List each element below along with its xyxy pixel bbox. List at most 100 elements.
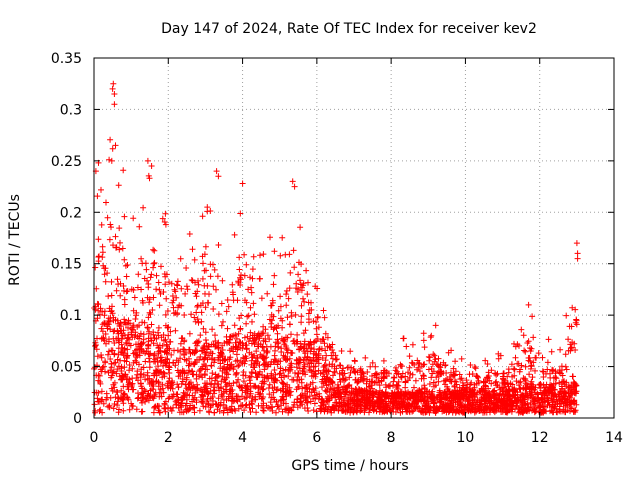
data-point <box>161 219 168 225</box>
data-point <box>155 407 162 414</box>
data-point <box>104 323 111 330</box>
data-point <box>573 240 580 247</box>
data-point <box>369 359 376 366</box>
data-point <box>121 301 128 308</box>
data-point <box>156 347 163 354</box>
data-point <box>534 397 541 404</box>
data-point <box>111 101 118 108</box>
data-point <box>436 396 443 403</box>
data-point <box>177 255 184 262</box>
data-point <box>347 409 354 416</box>
x-tick-label: 14 <box>605 430 623 446</box>
data-point <box>498 409 505 415</box>
data-point <box>509 373 516 380</box>
data-point <box>249 275 256 282</box>
data-point <box>209 326 216 333</box>
data-point <box>256 393 263 400</box>
data-point <box>438 368 445 375</box>
data-point <box>298 391 305 398</box>
data-point <box>275 307 282 314</box>
data-point <box>282 251 289 258</box>
data-point <box>339 367 346 374</box>
data-point <box>163 349 170 356</box>
data-point <box>106 156 113 163</box>
data-point <box>302 327 309 334</box>
data-point <box>402 384 409 391</box>
data-point <box>246 401 253 408</box>
data-point <box>383 384 390 391</box>
data-point <box>218 378 225 385</box>
data-point <box>128 286 135 293</box>
data-point <box>103 199 109 206</box>
data-point <box>571 389 578 396</box>
data-point <box>305 408 312 414</box>
data-point <box>270 326 277 333</box>
data-point <box>121 364 128 371</box>
data-point <box>269 385 276 392</box>
data-point <box>177 340 184 347</box>
data-point <box>209 370 216 377</box>
data-point <box>244 333 251 340</box>
data-point <box>215 339 222 346</box>
data-point <box>317 405 324 412</box>
data-point <box>484 374 491 381</box>
data-point <box>92 409 99 416</box>
data-point <box>186 330 193 337</box>
data-point <box>271 396 278 403</box>
data-point <box>287 321 293 328</box>
data-point <box>146 296 153 303</box>
data-point <box>285 405 291 412</box>
data-point <box>144 324 151 331</box>
data-point <box>532 354 539 361</box>
data-point <box>294 331 301 338</box>
data-point <box>260 386 267 392</box>
data-point <box>163 271 170 278</box>
data-point <box>186 231 193 237</box>
data-point <box>231 322 238 329</box>
data-point <box>139 399 145 406</box>
data-point <box>172 327 179 334</box>
data-point <box>537 403 544 410</box>
data-point <box>369 391 376 398</box>
data-point <box>381 404 387 410</box>
data-point <box>224 409 231 416</box>
data-point <box>140 371 147 378</box>
y-tick-label: 0.35 <box>51 51 82 67</box>
data-point <box>363 387 370 394</box>
data-point <box>338 348 345 354</box>
data-point <box>193 342 200 349</box>
data-point <box>202 329 209 336</box>
data-point <box>201 282 208 289</box>
data-point <box>436 387 443 394</box>
data-point <box>149 307 156 313</box>
data-point <box>426 389 433 395</box>
data-point <box>155 279 162 286</box>
data-point <box>298 302 305 309</box>
data-point <box>297 402 304 409</box>
data-point <box>262 335 269 342</box>
data-point <box>148 321 155 328</box>
data-point <box>510 365 517 372</box>
data-point <box>343 389 350 396</box>
data-point <box>420 330 427 337</box>
data-point <box>153 378 160 384</box>
data-point <box>426 381 433 387</box>
data-point <box>481 378 488 385</box>
data-point <box>562 409 569 416</box>
data-point <box>166 279 172 286</box>
data-point <box>108 308 114 315</box>
data-point <box>247 384 254 391</box>
data-point <box>236 266 243 273</box>
data-point <box>458 355 465 362</box>
data-point <box>522 363 529 370</box>
data-point <box>262 326 269 333</box>
data-point <box>105 318 112 324</box>
data-point <box>573 321 580 328</box>
data-point <box>110 381 117 388</box>
data-point <box>175 399 182 406</box>
data-point <box>521 376 528 383</box>
data-point <box>200 403 207 410</box>
data-point <box>572 407 579 414</box>
data-point <box>292 311 299 318</box>
